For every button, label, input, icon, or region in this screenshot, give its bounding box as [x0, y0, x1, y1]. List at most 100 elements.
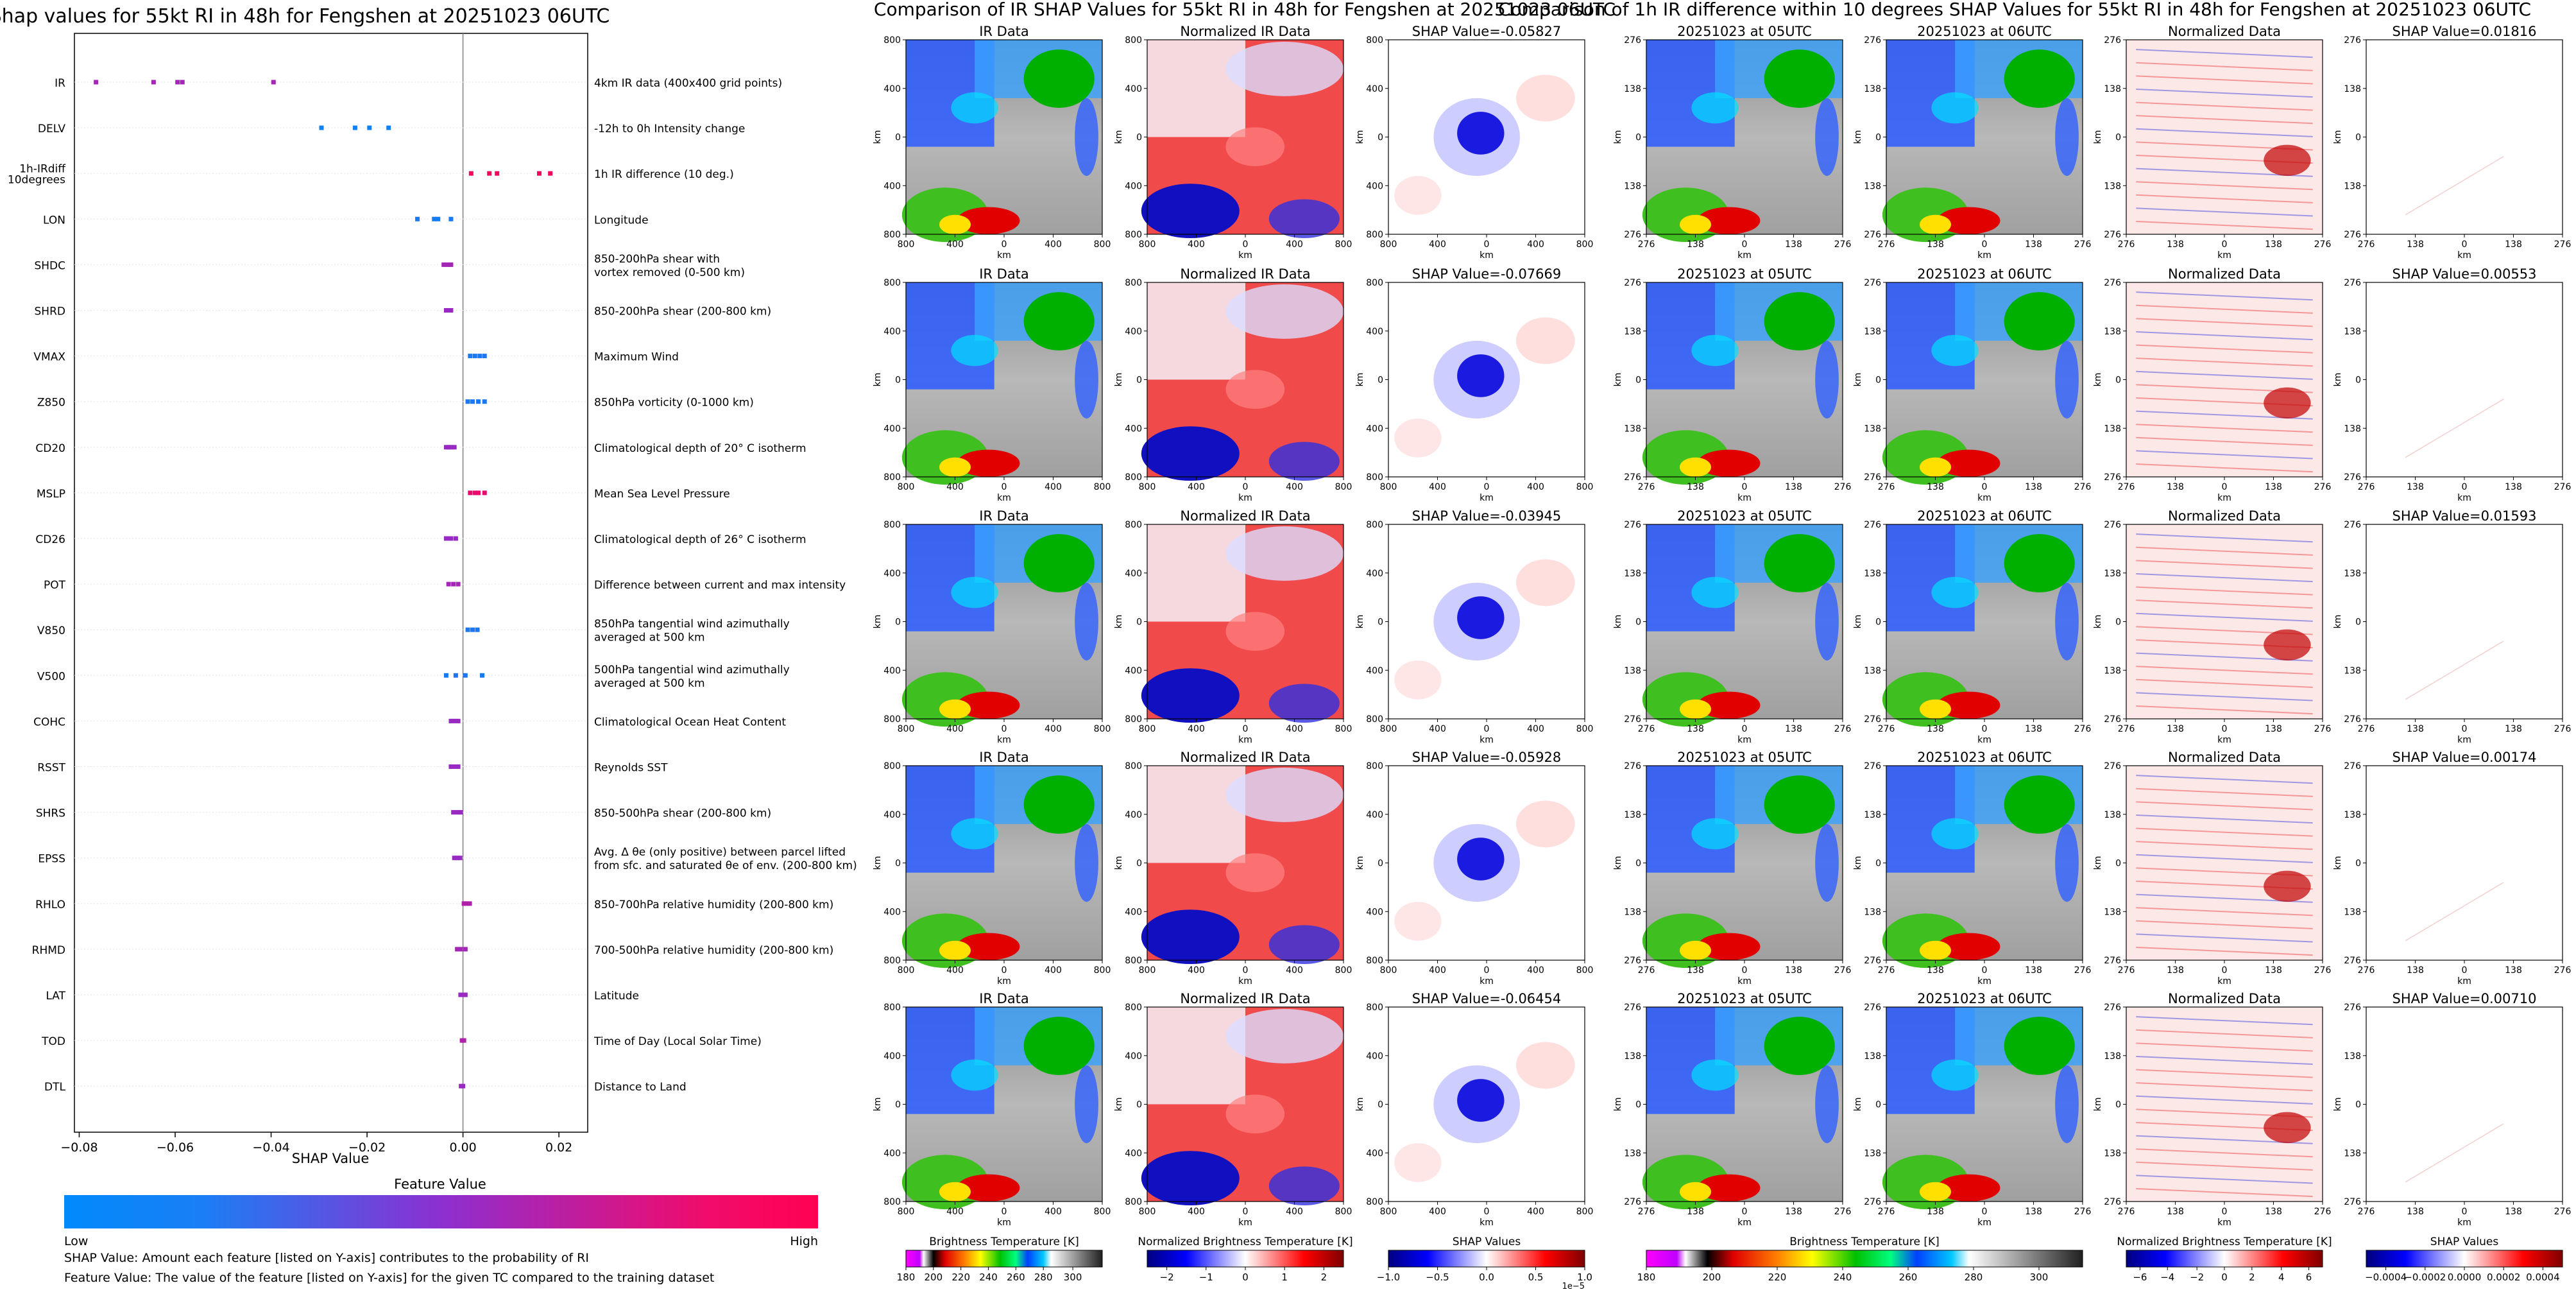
panel-x-tick: 800: [1335, 482, 1352, 492]
panel-x-tick: 0: [1982, 965, 1988, 976]
feature-name-label: CD20: [35, 442, 65, 455]
panel-x-tick: 0: [1243, 482, 1249, 492]
panel-ylabel: km: [1114, 856, 1124, 870]
panel-x-tick: 0: [1002, 482, 1007, 492]
feature-description-label: 850-200hPa shear with vortex removed (0-5…: [594, 253, 745, 279]
panel-x-tick: 276: [1834, 1207, 1852, 1217]
panel-x-tick: 276: [1834, 965, 1852, 976]
feature-name-label: 1h-IRdiff 10degrees: [8, 163, 66, 187]
shap-point: [536, 171, 542, 176]
panel-ylabel: km: [2093, 615, 2103, 629]
panel-x-tick: 0: [1742, 965, 1748, 976]
panel-xlabel: km: [997, 250, 1011, 261]
panel-y-tick: 138: [2104, 1148, 2121, 1158]
panel-y-tick: 800: [1366, 278, 1383, 288]
shap-point: [452, 764, 457, 769]
panel-x-tick: 138: [1927, 1207, 1944, 1217]
panel-title: Normalized Data: [2168, 991, 2281, 1006]
shap-point: [448, 216, 454, 221]
panel-y-tick: 800: [883, 520, 901, 530]
colorbar-tick: −4: [2160, 1271, 2174, 1283]
panel-y-tick: 138: [1624, 1051, 1641, 1062]
panel-xlabel: km: [1238, 735, 1252, 745]
panel-y-tick: 138: [2344, 181, 2361, 191]
shap-point: [476, 490, 481, 495]
panel-y-tick: 800: [1366, 35, 1383, 46]
panel-x-tick: 0: [1484, 1207, 1490, 1217]
colorbar-tick: −0.0002: [2404, 1271, 2446, 1283]
panel-x-tick: 0: [1742, 724, 1748, 734]
panel-x-tick: 276: [2074, 1207, 2092, 1217]
panel-y-tick: 276: [1624, 520, 1641, 530]
panel-x-tick: 400: [1188, 724, 1205, 734]
panel-y-tick: 0: [1875, 1100, 1881, 1110]
panel-y-tick: 0: [1136, 859, 1142, 869]
shap-point: [446, 308, 451, 313]
panel-y-tick: 276: [1864, 230, 1881, 240]
panel-title: SHAP Value=-0.03945: [1412, 508, 1562, 524]
colorbar-tick: 260: [1899, 1271, 1918, 1283]
shap-point: [448, 445, 454, 450]
ir-05utc-panel: 20251023 at 05UTC27627613813800138138276…: [1613, 991, 1851, 1228]
shap-point: [458, 992, 463, 997]
panel-x-tick: 138: [1927, 482, 1944, 492]
panel-y-tick: 800: [1125, 472, 1142, 483]
panel-x-tick: 800: [1335, 1207, 1352, 1217]
colorbar-tick: 2: [2249, 1271, 2255, 1283]
shap-point: [475, 627, 480, 632]
normalized-diff-panel: Normalized Data2762761381380013813827627…: [2093, 750, 2331, 986]
cbar-low-label: Low: [64, 1234, 88, 1248]
panel-y-tick: 138: [2104, 181, 2121, 191]
ir-shap-panel: SHAP Value=-0.06454800800400400004004008…: [1355, 991, 1593, 1228]
panel-y-tick: 400: [883, 1051, 901, 1062]
panel-y-tick: 276: [1624, 714, 1641, 725]
panel-xlabel: km: [1238, 493, 1252, 503]
panel-x-tick: 800: [1335, 724, 1352, 734]
panel-y-tick: 0: [1378, 133, 1383, 143]
panel-y-tick: 276: [1864, 35, 1881, 46]
shap-point: [472, 490, 477, 495]
panel-x-tick: 0: [2222, 239, 2228, 250]
panel-y-tick: 0: [1136, 617, 1142, 628]
panel-title: 20251023 at 05UTC: [1677, 991, 1812, 1006]
panel-y-tick: 800: [883, 230, 901, 240]
panel-y-tick: 138: [2104, 907, 2121, 917]
x-tick-label: 0.00: [449, 1141, 476, 1155]
panel-y-tick: 138: [2344, 84, 2361, 94]
panel-x-tick: 276: [2074, 239, 2092, 250]
panel-y-tick: 276: [2344, 1003, 2361, 1013]
panel-x-tick: 138: [2505, 1207, 2522, 1217]
shap-point: [463, 947, 468, 952]
panel-x-tick: 0: [1982, 1207, 1988, 1217]
shap-point: [443, 308, 448, 313]
feature-description-label: Maximum Wind: [594, 351, 679, 364]
shap-point: [367, 125, 372, 130]
panel-title: 20251023 at 06UTC: [1917, 266, 2052, 282]
feature-description-label: Distance to Land: [594, 1081, 687, 1094]
panel-xlabel: km: [997, 493, 1011, 503]
shap-point: [448, 308, 454, 313]
feature-name-label: IR: [55, 77, 65, 90]
panel-x-tick: 0: [1742, 239, 1748, 250]
panel-x-tick: 138: [1785, 965, 1802, 976]
panel-x-tick: 138: [2265, 724, 2282, 734]
ir-section-title: Comparison of IR SHAP Values for 55kt RI…: [874, 0, 1616, 20]
panel-y-tick: 276: [1864, 520, 1881, 530]
panel-y-tick: 138: [1624, 666, 1641, 676]
shap-point: [477, 354, 482, 359]
panel-x-tick: 138: [2407, 965, 2424, 976]
panel-y-tick: 0: [1635, 133, 1641, 143]
panel-y-tick: 800: [1125, 714, 1142, 725]
shap-point: [468, 171, 473, 176]
colorbar-tick: 300: [1064, 1271, 1082, 1283]
panel-x-tick: 276: [1638, 724, 1655, 734]
panel-x-tick: 800: [1380, 482, 1397, 492]
shap-point: [446, 445, 451, 450]
panel-title: IR Data: [979, 991, 1029, 1006]
panel-x-tick: 400: [1429, 724, 1446, 734]
panel-xlabel: km: [2217, 250, 2231, 261]
panel-ylabel: km: [2333, 615, 2343, 629]
panel-xlabel: km: [1238, 1218, 1252, 1228]
panel-ylabel: km: [1355, 615, 1365, 629]
